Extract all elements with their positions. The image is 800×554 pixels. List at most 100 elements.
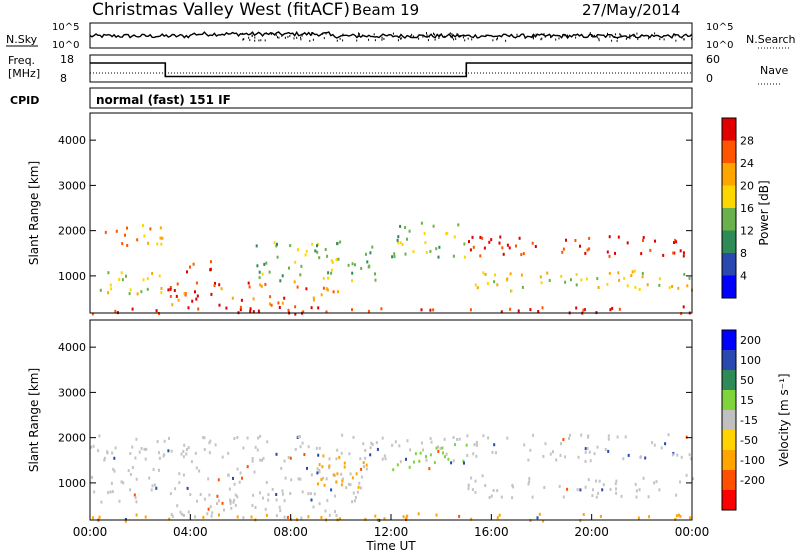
data-cell — [394, 440, 397, 444]
data-cell — [598, 479, 601, 483]
data-cell — [413, 460, 415, 464]
data-cell — [515, 244, 517, 248]
nsearch-point — [625, 37, 627, 40]
data-cell — [278, 505, 281, 509]
data-cell — [502, 252, 505, 256]
data-cell — [241, 476, 243, 480]
data-cell — [538, 512, 541, 516]
data-cell — [318, 502, 321, 506]
data-cell — [686, 284, 689, 288]
xtick-label: 16:00 — [474, 525, 509, 539]
data-cell — [103, 458, 106, 462]
nsearch-tick-bottom: 10^0 — [706, 40, 733, 51]
nsearch-point — [357, 35, 359, 38]
data-cell — [586, 447, 589, 450]
data-cell — [290, 478, 293, 482]
data-cell — [213, 284, 216, 287]
data-cell — [327, 271, 330, 275]
data-cell — [218, 303, 221, 307]
data-cell — [199, 493, 202, 496]
colorbar-swatch — [722, 140, 736, 163]
data-cell — [527, 458, 530, 462]
data-cell — [146, 287, 149, 291]
data-cell — [452, 436, 455, 439]
data-cell — [521, 285, 524, 289]
data-cell — [233, 437, 236, 440]
data-cell — [577, 455, 580, 459]
nsearch-point — [609, 35, 611, 38]
data-cell — [646, 283, 649, 287]
data-cell — [144, 457, 147, 461]
data-cell — [463, 255, 466, 259]
data-cell — [529, 308, 532, 312]
data-cell — [283, 296, 286, 300]
data-cell — [374, 272, 376, 276]
data-cell — [252, 297, 255, 301]
data-cell — [432, 224, 435, 228]
data-cell — [323, 483, 326, 487]
data-cell — [294, 447, 297, 451]
data-cell — [335, 457, 338, 461]
data-cell — [170, 449, 173, 453]
colorbar-swatch — [722, 370, 736, 390]
nsearch-point — [342, 34, 344, 37]
data-cell — [325, 287, 328, 291]
data-cell — [92, 516, 94, 520]
data-cell — [616, 435, 619, 439]
nsearch-point — [540, 38, 542, 41]
data-cell — [169, 295, 172, 298]
nsearch-point — [453, 38, 455, 41]
data-cell — [326, 499, 329, 503]
data-cell — [496, 489, 499, 493]
data-cell — [471, 235, 474, 239]
data-cell — [114, 309, 117, 313]
xtick-label: 20:00 — [574, 525, 609, 539]
data-cell — [279, 279, 282, 283]
data-cell — [607, 434, 610, 438]
data-cell — [506, 436, 509, 440]
data-cell — [606, 250, 609, 254]
data-cell — [296, 285, 299, 289]
data-cell — [615, 479, 618, 483]
data-cell — [330, 271, 333, 275]
data-cell — [353, 499, 356, 503]
data-cell — [442, 451, 444, 455]
data-cell — [275, 498, 278, 502]
data-cell — [630, 274, 633, 277]
data-cell — [135, 500, 138, 504]
data-cell — [325, 310, 328, 314]
nsearch-point — [564, 34, 566, 37]
nsearch-point — [451, 36, 453, 39]
data-cell — [126, 226, 128, 230]
nsearch-point — [281, 34, 283, 37]
data-cell — [217, 499, 220, 503]
data-cell — [186, 448, 188, 451]
data-cell — [474, 479, 477, 483]
data-cell — [565, 238, 567, 242]
data-cell — [452, 459, 455, 463]
data-cell — [266, 440, 269, 444]
data-cell — [214, 281, 216, 285]
data-cell — [167, 288, 170, 292]
data-cell — [404, 226, 407, 229]
colorbar-swatch — [722, 230, 736, 253]
data-cell — [187, 446, 190, 450]
data-cell — [412, 250, 415, 254]
data-cell — [156, 440, 159, 444]
nsearch-point — [464, 39, 466, 42]
data-cell — [258, 270, 261, 274]
power-colorbar: 4 8 12 16 20 24 28 — [721, 117, 754, 299]
data-cell — [107, 271, 110, 275]
data-cell — [320, 293, 323, 297]
nsearch-point — [278, 36, 280, 39]
data-cell — [278, 306, 281, 309]
data-cell — [520, 253, 523, 257]
nsearch-point — [289, 35, 291, 37]
data-cell — [216, 502, 218, 506]
data-cell — [240, 298, 243, 302]
data-cell — [160, 242, 163, 246]
data-cell — [642, 236, 645, 239]
nsearch-point — [356, 39, 358, 42]
data-cell — [546, 271, 549, 275]
data-cell — [112, 467, 115, 471]
